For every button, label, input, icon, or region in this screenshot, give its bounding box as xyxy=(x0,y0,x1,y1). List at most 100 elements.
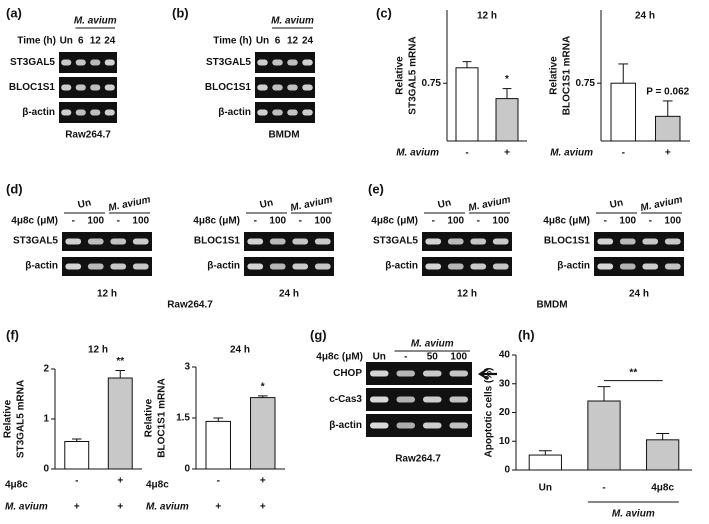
band xyxy=(642,263,659,270)
blot xyxy=(594,257,684,276)
y-axis-label: Relative xyxy=(549,56,560,95)
y-axis-label: Relative xyxy=(144,398,155,437)
blot xyxy=(594,232,684,251)
panel-label: (f) xyxy=(6,327,19,342)
group-label: Un xyxy=(437,197,452,211)
band xyxy=(449,396,469,403)
band xyxy=(425,263,442,270)
x-tick-label: Un xyxy=(539,483,552,494)
x-tick-label: - xyxy=(465,148,468,159)
row-label: ST3GAL5 xyxy=(13,236,58,247)
blot xyxy=(422,232,512,251)
y-axis-label: BLOC1S1 mRNA xyxy=(157,378,168,457)
annotation: * xyxy=(261,382,265,393)
y-axis-label: Apoptotic cells (%) xyxy=(484,367,495,457)
x-axis-label: 4μ8c xyxy=(5,480,28,491)
lane-label: - xyxy=(432,216,435,227)
band xyxy=(269,263,286,270)
blot xyxy=(59,102,117,123)
x-tick-label: 4μ8c xyxy=(651,483,674,494)
band xyxy=(287,59,298,66)
band xyxy=(447,263,464,270)
row-label: BLOC1S1 xyxy=(544,236,591,247)
time-label: 12 h xyxy=(457,289,477,300)
y-tick-label: 1 xyxy=(43,414,49,425)
band xyxy=(619,263,636,270)
x-axis-label: 4μ8c xyxy=(146,480,169,491)
band xyxy=(272,84,283,91)
band xyxy=(287,109,298,116)
bar xyxy=(646,439,680,471)
annotation: ** xyxy=(629,367,637,378)
bar xyxy=(610,82,636,142)
row-label: ST3GAL5 xyxy=(10,57,55,68)
row-value: + xyxy=(215,502,221,513)
x-tick-label: - xyxy=(217,476,220,487)
band xyxy=(75,109,86,116)
gel-header: M. avium xyxy=(74,16,117,27)
lane-label: 24 xyxy=(302,36,314,47)
treatment-label: 4μ8c (μM) xyxy=(543,216,590,227)
blot xyxy=(422,257,512,276)
time-label: 24 h xyxy=(279,289,299,300)
row-label: β-actin xyxy=(207,261,240,272)
annotation: P = 0.062 xyxy=(646,87,689,98)
y-tick-label: 10 xyxy=(499,436,511,447)
panel-label: (g) xyxy=(310,327,327,342)
y-tick-label: 20 xyxy=(499,407,511,418)
lane-label: 100 xyxy=(492,216,509,227)
row-label: β-actin xyxy=(557,261,590,272)
y-tick-label: 3 xyxy=(184,362,190,373)
lane-label: 100 xyxy=(132,216,149,227)
bar xyxy=(655,115,681,142)
band xyxy=(619,238,636,245)
y-axis-label: Relative xyxy=(395,56,406,95)
row-label: BLOC1S1 xyxy=(9,82,56,93)
y-tick-label: 0 xyxy=(504,465,510,476)
blot xyxy=(244,232,334,251)
band xyxy=(369,422,389,429)
treatment-label: 4μ8c (μM) xyxy=(193,216,240,227)
lane-label: - xyxy=(72,216,75,227)
lane-label: 100 xyxy=(450,352,467,363)
x-axis-label: M. avium xyxy=(550,148,593,159)
x-tick-label: - xyxy=(75,476,78,487)
band xyxy=(269,238,286,245)
x-tick-label: + xyxy=(117,476,123,487)
band xyxy=(422,396,442,403)
band xyxy=(61,59,72,66)
blot xyxy=(255,52,315,73)
row-label: M. avium xyxy=(5,502,48,513)
lane-label: - xyxy=(404,352,407,363)
lane-label: 12 xyxy=(90,36,102,47)
band xyxy=(104,109,115,116)
y-tick-label: 0.75 xyxy=(576,78,596,89)
time-label: 24 h xyxy=(629,289,649,300)
band xyxy=(396,370,416,377)
row-label: BLOC1S1 xyxy=(194,236,241,247)
group-label: M. avium xyxy=(467,194,511,214)
panel-label: (a) xyxy=(6,5,22,20)
band xyxy=(87,263,104,270)
x-tick-label: - xyxy=(602,483,605,494)
band xyxy=(302,84,313,91)
x-tick-label: - xyxy=(622,148,625,159)
band xyxy=(90,84,101,91)
band xyxy=(272,59,283,66)
blot xyxy=(366,362,472,385)
band xyxy=(61,84,72,91)
x-tick-label: + xyxy=(260,476,266,487)
panel-label: (h) xyxy=(518,327,535,342)
y-tick-label: 30 xyxy=(499,378,511,389)
chart-title: 24 h xyxy=(230,345,250,356)
band xyxy=(369,370,389,377)
band xyxy=(75,84,86,91)
row-label: ST3GAL5 xyxy=(206,57,251,68)
gel-caption: BMDM xyxy=(268,130,299,141)
bar xyxy=(587,400,621,471)
lane-label: - xyxy=(254,216,257,227)
annotation: * xyxy=(505,74,509,85)
band xyxy=(104,84,115,91)
lane-title: Time (h) xyxy=(213,36,252,47)
blot xyxy=(366,388,472,411)
